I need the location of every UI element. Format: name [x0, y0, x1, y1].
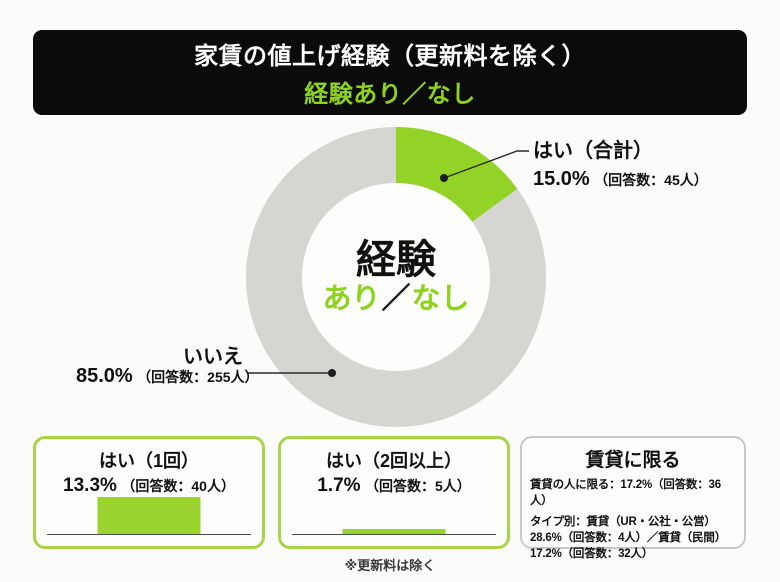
- statbox-yes-multi-count: （回答数：5人）: [364, 478, 471, 494]
- callout-yes-percent: 15.0%: [533, 168, 590, 190]
- callout-yes-value-line: 15.0% （回答数：45人）: [533, 168, 708, 191]
- callout-yes-label: はい（合計）: [533, 140, 653, 162]
- rental-type-line-1: タイプ別：賃貸（UR・公社・公営）: [530, 516, 716, 528]
- footnote: ※更新料は除く: [344, 558, 436, 573]
- statbox-yes-multi-value-line: 1.7% （回答数：5人）: [281, 475, 507, 497]
- donut-center: 経験 あり／なし: [302, 183, 490, 371]
- callout-no-percent: 85.0%: [76, 365, 133, 387]
- callout-yes-total: はい（合計） 15.0% （回答数：45人）: [533, 134, 708, 191]
- statbox-yes-once-value-line: 13.3% （回答数：40人）: [36, 475, 262, 497]
- bar-baseline: [292, 534, 496, 535]
- callout-no-label: いいえ: [183, 346, 243, 368]
- donut-center-nashi: なし: [411, 283, 470, 315]
- statbox-yes-once-title: はい（1回）: [98, 451, 199, 471]
- title-banner: 家賃の値上げ経験（更新料を除く） 経験あり／なし: [33, 30, 747, 115]
- callout-no-value-line: 85.0% （回答数：255人）: [76, 365, 259, 388]
- callout-yes-count: （回答数：45人）: [594, 172, 708, 188]
- statbox-yes-multi-title: はい（2回以上）: [325, 451, 462, 471]
- donut-center-slash: ／: [381, 283, 411, 315]
- bar-yes-once: [97, 497, 201, 534]
- statbox-rental-only: 賃貸に限る 賃貸の人に限る：17.2%（回答数：36人） タイプ別：賃貸（UR・…: [520, 436, 746, 560]
- rental-type-line-2: 28.6%（回答数：4人）／賃貸（民間）: [530, 532, 727, 545]
- donut-chart: 経験 あり／なし: [246, 127, 546, 427]
- donut-center-ari: あり: [322, 283, 381, 315]
- statbox-yes-once-count: （回答数：40人）: [121, 478, 235, 494]
- statbox-yes-once-percent: 13.3%: [63, 475, 117, 496]
- bar-yes-multi: [342, 529, 446, 534]
- donut-center-title: 経験: [356, 238, 436, 282]
- rental-type-line-3: 17.2%（回答数：32人）: [530, 548, 654, 561]
- statbox-yes-multi: はい（2回以上） 1.7% （回答数：5人）: [278, 436, 510, 549]
- banner-title: 家賃の値上げ経験（更新料を除く）: [194, 43, 586, 70]
- statbox-rental-title: 賃貸に限る: [585, 450, 681, 471]
- statbox-yes-multi-percent: 1.7%: [317, 475, 361, 496]
- banner-subtitle: 経験あり／なし: [304, 81, 476, 108]
- bar-baseline: [47, 534, 251, 535]
- rental-overall-line: 賃貸の人に限る：17.2%（回答数：36人）: [530, 479, 721, 507]
- donut-center-subtitle: あり／なし: [322, 285, 469, 314]
- rental-by-type-block: タイプ別：賃貸（UR・公社・公営） 28.6%（回答数：4人）／賃貸（民間） 1…: [522, 514, 744, 562]
- callout-no-count: （回答数：255人）: [137, 369, 259, 385]
- statbox-yes-once: はい（1回） 13.3% （回答数：40人）: [33, 436, 265, 549]
